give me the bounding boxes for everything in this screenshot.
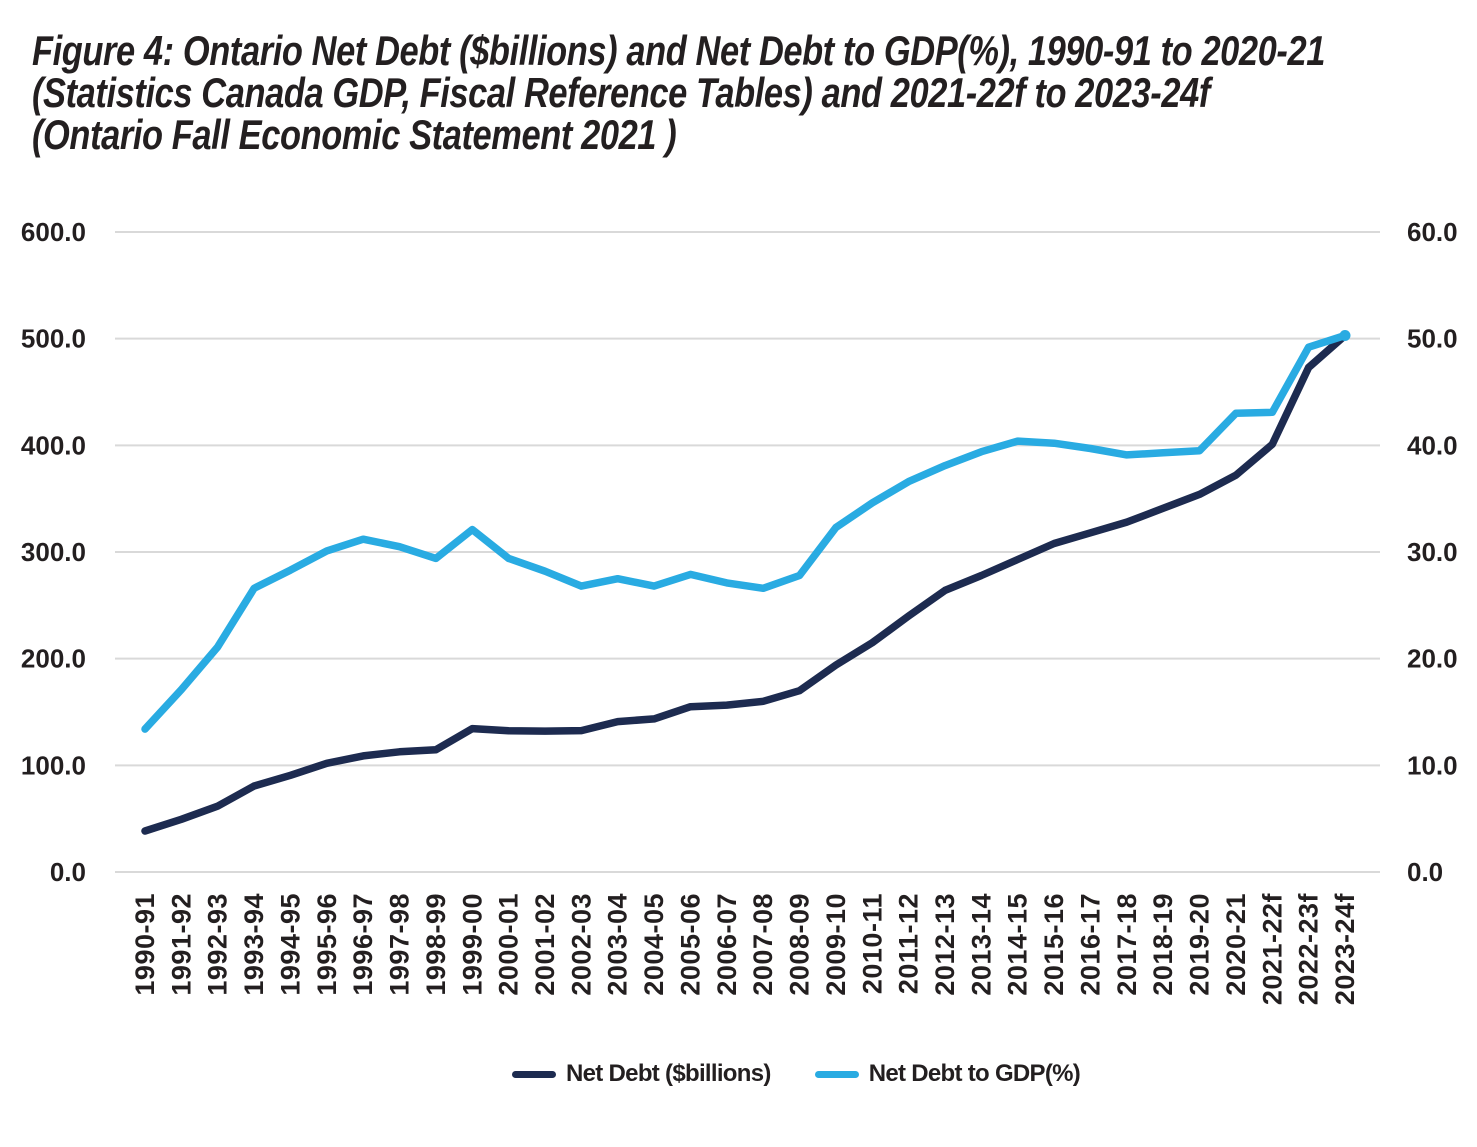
x-axis-label: 2020-21 [1221, 893, 1251, 996]
x-axis-label: 2001-02 [530, 893, 560, 996]
x-axis-label: 2015-16 [1039, 893, 1069, 996]
x-axis-label: 2014-15 [1003, 893, 1033, 996]
x-axis-label: 2022-23f [1294, 893, 1324, 1006]
chart-title: Figure 4: Ontario Net Debt ($billions) a… [32, 30, 1477, 156]
x-axis-label: 1996-97 [348, 893, 378, 996]
x-axis-label: 2012-13 [930, 893, 960, 996]
y-axis-label-right: 40.0 [1407, 430, 1458, 460]
y-axis-label-right: 0.0 [1407, 857, 1443, 887]
x-axis-label: 1990-91 [130, 893, 160, 996]
x-axis-label: 2006-07 [712, 893, 742, 996]
x-axis-label: 1999-00 [457, 893, 487, 996]
y-axis-label-left: 500.0 [21, 324, 86, 354]
x-axis-label: 2023-24f [1330, 893, 1360, 1006]
x-axis-label: 2000-01 [494, 893, 524, 996]
net-debt-line-swatch-icon [512, 1070, 556, 1078]
y-axis-label-left: 200.0 [21, 644, 86, 674]
y-axis-label-left: 400.0 [21, 430, 86, 460]
x-axis-label: 2008-09 [785, 893, 815, 996]
y-axis-label-right: 30.0 [1407, 537, 1458, 567]
chart-title-line3: (Ontario Fall Economic Statement 2021 ) [32, 111, 677, 158]
x-axis-label: 2021-22f [1257, 893, 1287, 1006]
x-axis-label: 1991-92 [166, 893, 196, 996]
chart-title-line2: (Statistics Canada GDP, Fiscal Reference… [32, 69, 1210, 116]
x-axis-label: 1995-96 [312, 893, 342, 996]
net-debt-to-gdp-line [141, 331, 1349, 733]
x-axis-label: 1993-94 [239, 893, 269, 996]
legend-item-gdp: Net Debt to GDP(%) [814, 1060, 1081, 1088]
x-axis-label: 2018-19 [1148, 893, 1178, 996]
legend-label-net-debt: Net Debt ($billions) [566, 1060, 771, 1087]
y-axis-label-left: 300.0 [21, 537, 86, 567]
legend-item-net-debt: Net Debt ($billions) [512, 1060, 771, 1088]
x-axis-label: 2010-11 [857, 893, 887, 994]
y-axis-label-right: 60.0 [1407, 217, 1458, 247]
x-axis-label: 2013-14 [966, 893, 996, 996]
y-axis-label-right: 10.0 [1407, 750, 1458, 780]
y-axis-label-left: 0.0 [50, 857, 86, 887]
chart-title-line1: Figure 4: Ontario Net Debt ($billions) a… [32, 27, 1325, 74]
x-axis-label: 1998-99 [421, 893, 451, 996]
x-axis-label: 2016-17 [1075, 893, 1105, 996]
x-axis-label: 2002-03 [566, 893, 596, 996]
x-axis-label: 2019-20 [1185, 893, 1215, 996]
x-axis-label: 2003-04 [603, 893, 633, 996]
x-axis-label: 2017-18 [1112, 893, 1142, 996]
y-axis-label-right: 20.0 [1407, 644, 1458, 674]
y-axis-label-right: 50.0 [1407, 324, 1458, 354]
legend-label-gdp: Net Debt to GDP(%) [868, 1060, 1081, 1087]
x-axis-label: 1997-98 [385, 893, 415, 996]
gdp-line-swatch-icon [814, 1070, 859, 1078]
x-axis-label: 2004-05 [639, 893, 669, 996]
x-axis-label: 1992-93 [203, 893, 233, 996]
y-axis-label-left: 100.0 [21, 750, 86, 780]
legend: Net Debt ($billions) Net Debt to GDP(%) [512, 1060, 1081, 1088]
gdp-line-end-dot [1339, 330, 1351, 341]
net-debt-line [141, 331, 1349, 835]
x-axis-label: 1994-95 [275, 893, 305, 996]
x-axis-label: 2005-06 [675, 893, 705, 996]
x-axis-label: 2009-10 [821, 893, 851, 996]
y-axis-label-left: 600.0 [21, 217, 86, 247]
dual-axis-line-chart: 0.0 0.0 100.0 10.0 200.0 20.0 300.0 30.0 400.0 40… [21, 217, 1458, 1006]
x-axis-label: 2011-12 [894, 893, 924, 994]
x-axis-label: 2007-08 [748, 893, 778, 996]
